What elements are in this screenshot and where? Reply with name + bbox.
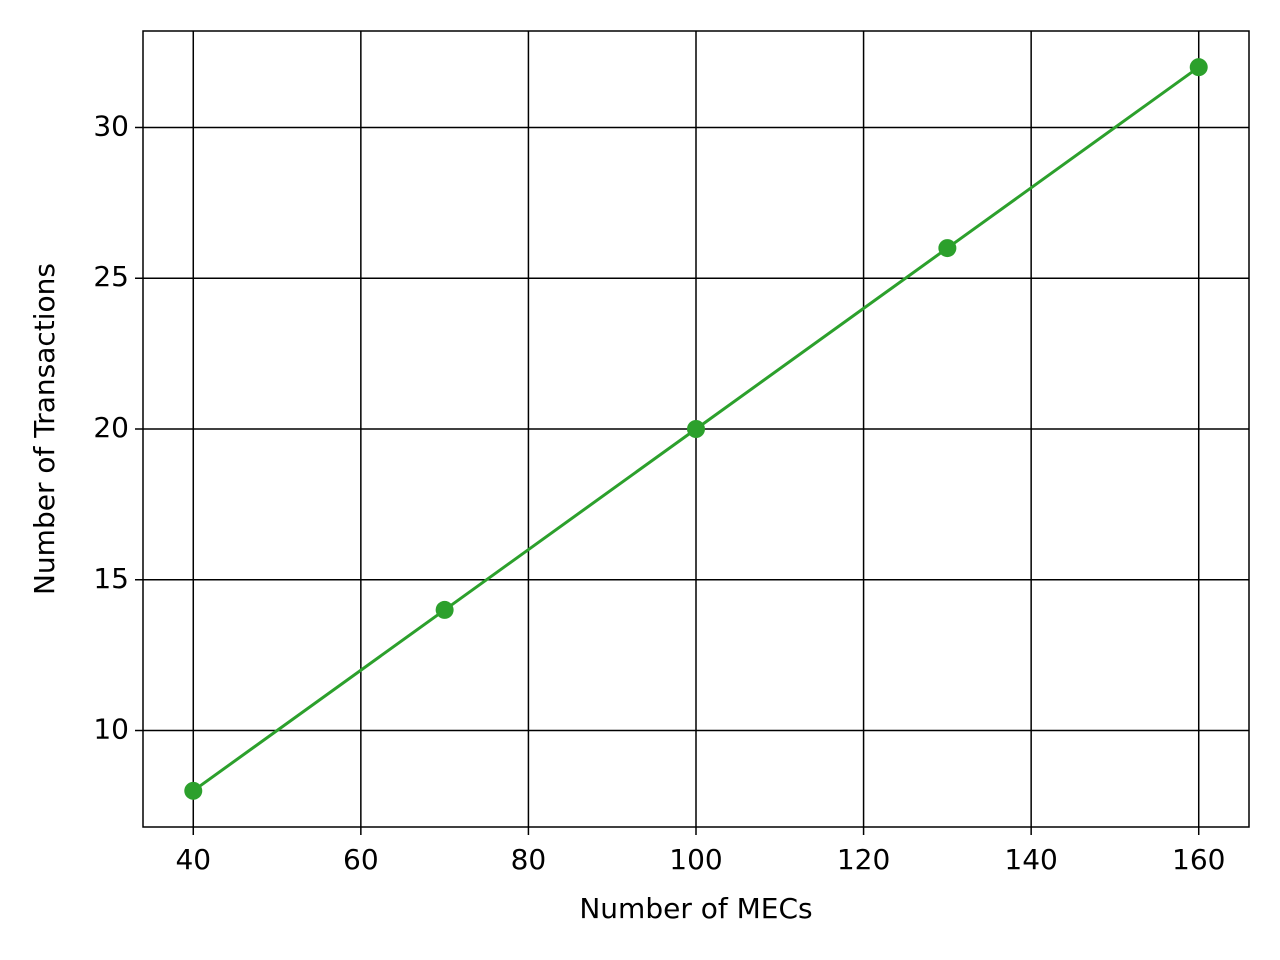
x-tick-label: 40 (175, 843, 211, 876)
data-point (687, 420, 705, 438)
x-tick-label: 60 (343, 843, 379, 876)
x-axis-label: Number of MECs (579, 892, 812, 925)
data-point (435, 600, 454, 619)
data-point (184, 781, 203, 800)
y-tick-label: 30 (93, 109, 129, 142)
x-tick-label: 160 (1172, 843, 1225, 876)
y-axis-label: Number of Transactions (28, 263, 61, 595)
y-tick-label: 20 (93, 411, 129, 444)
x-tick-label: 100 (669, 843, 722, 876)
plot-frame (142, 30, 1250, 828)
y-tick-label: 25 (93, 260, 129, 293)
x-tick-label: 80 (511, 843, 547, 876)
y-tick-label: 15 (93, 562, 129, 595)
y-tick-label: 10 (93, 713, 129, 746)
x-tick-label: 120 (837, 843, 890, 876)
data-point (938, 239, 957, 258)
x-tick-label: 140 (1004, 843, 1057, 876)
data-point (1189, 58, 1208, 77)
